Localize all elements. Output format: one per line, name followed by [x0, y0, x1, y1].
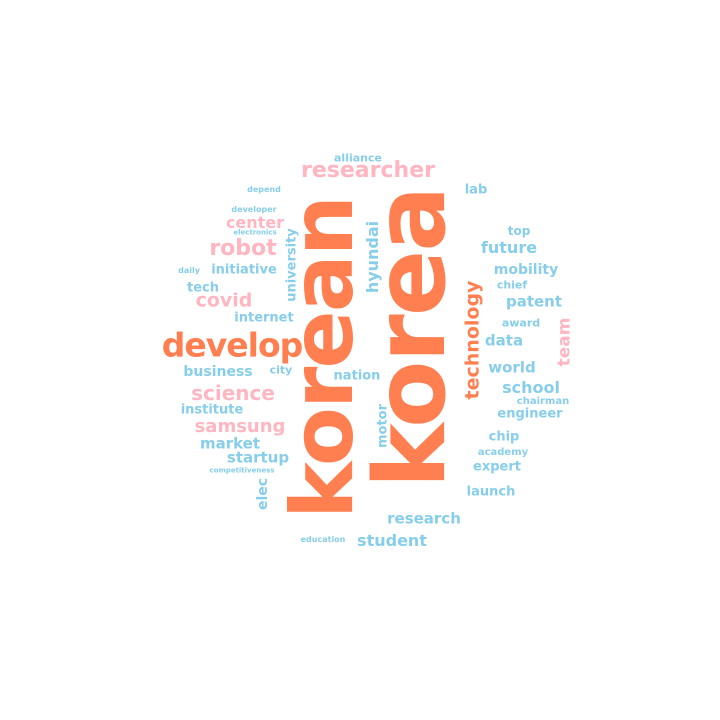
word-city: city [269, 363, 293, 377]
word-expert: expert [473, 459, 521, 475]
word-education: education [300, 535, 346, 544]
word-startup: startup [226, 448, 290, 467]
word-technology: technology [461, 280, 484, 400]
word-market: market [199, 434, 261, 453]
word-chief: chief [496, 278, 528, 292]
word-world: world [488, 358, 536, 377]
word-business: business [183, 364, 253, 380]
word-patent: patent [505, 292, 563, 311]
word-research: research [387, 509, 461, 528]
word-researcher: researcher [301, 158, 435, 183]
word-chip: chip [488, 429, 520, 445]
word-develop: develop [161, 325, 304, 365]
word-daily: daily [178, 266, 200, 275]
word-competitiveness: competitiveness [209, 466, 275, 475]
word-samsung: samsung [194, 416, 286, 437]
word-award: award [501, 316, 541, 330]
word-internet: internet [234, 310, 294, 326]
word-future: future [480, 238, 538, 257]
word-robot: robot [209, 236, 277, 261]
word-school: school [502, 378, 560, 397]
word-alliance: alliance [334, 151, 382, 165]
word-depend: depend [247, 185, 281, 194]
word-team: team [554, 317, 575, 367]
word-academy: academy [477, 447, 529, 458]
word-engineer: engineer [497, 406, 563, 422]
word-motor: motor [375, 403, 391, 449]
word-covid: covid [195, 289, 253, 312]
word-launch: launch [466, 484, 516, 500]
word-hyundai: hyundai [363, 220, 382, 294]
word-top: top [507, 224, 531, 238]
word-nation: nation [333, 368, 381, 384]
word-initiative: initiative [211, 262, 277, 278]
word-data: data [484, 331, 524, 350]
word-science: science [191, 381, 275, 405]
word-institute: institute [180, 402, 244, 418]
word-center: center [225, 213, 285, 232]
word-elec: elec [255, 477, 271, 511]
word-university: university [284, 228, 300, 302]
word-tech: tech [187, 280, 219, 296]
word-lab: lab [464, 182, 488, 198]
word-electronics: electronics [233, 228, 277, 237]
word-student: student [357, 531, 427, 550]
word-chairman: chairman [516, 396, 570, 407]
word-developer: developer [231, 205, 277, 214]
word-mobility: mobility [493, 262, 559, 278]
